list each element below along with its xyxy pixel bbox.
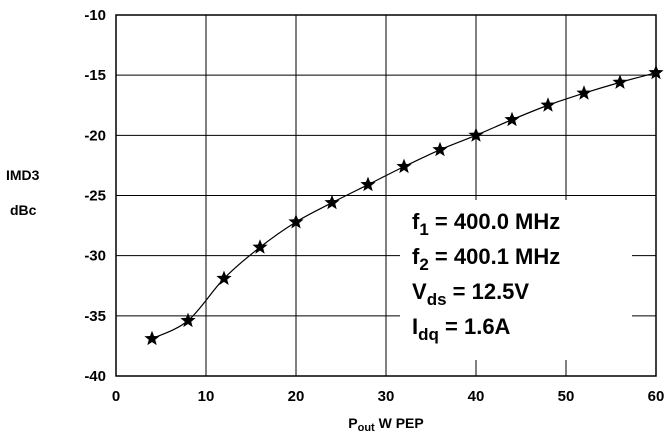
annotation-rest: = 400.1 MHz bbox=[429, 244, 560, 269]
annotation-rest: = 400.0 MHz bbox=[429, 209, 560, 234]
y-tick-label: -35 bbox=[84, 308, 106, 325]
x-axis-label: Pout W PEP bbox=[348, 415, 423, 434]
data-point bbox=[396, 158, 412, 174]
x-tick-label: 60 bbox=[648, 388, 665, 405]
y-tick-label: -10 bbox=[84, 7, 106, 24]
x-axis-label-sub: out bbox=[358, 422, 375, 434]
plot-frame bbox=[115, 14, 657, 377]
annotation-line: Idq = 1.6A bbox=[412, 314, 511, 344]
y-axis-label-line1: IMD3 bbox=[6, 167, 40, 183]
y-tick-label: -20 bbox=[84, 127, 106, 144]
x-tick-label: 0 bbox=[112, 388, 120, 405]
x-tick-label: 50 bbox=[558, 388, 575, 405]
annotation-subscript: ds bbox=[427, 290, 447, 309]
x-axis-label-rest: W PEP bbox=[375, 415, 424, 431]
data-point bbox=[576, 85, 592, 100]
y-tick-label: -15 bbox=[84, 67, 106, 84]
annotation-main: f bbox=[412, 209, 420, 234]
annotation-rest: = 1.6A bbox=[439, 314, 511, 339]
data-point bbox=[540, 97, 556, 112]
annotation-subscript: 1 bbox=[419, 220, 428, 239]
annotation-subscript: 2 bbox=[419, 255, 428, 274]
x-tick-label: 30 bbox=[378, 388, 395, 405]
data-point bbox=[432, 141, 448, 157]
x-tick-label: 40 bbox=[468, 388, 485, 405]
y-tick-label: -25 bbox=[84, 188, 106, 205]
x-axis-label-main: P bbox=[348, 415, 357, 431]
annotation-line: f1 = 400.0 MHz bbox=[412, 209, 560, 239]
tick-labels: 0 10 20 30 40 50 60 -10 -15 -20 -25 -30 -35 -40 bbox=[84, 7, 664, 405]
data-point bbox=[612, 74, 628, 89]
x-tick-label: 10 bbox=[198, 388, 215, 405]
annotation-line: Vds = 12.5V bbox=[412, 279, 529, 309]
data-point bbox=[468, 127, 484, 142]
data-point bbox=[504, 111, 520, 127]
y-tick-label: -30 bbox=[84, 248, 106, 265]
y-axis-label-line2: dBc bbox=[10, 202, 37, 218]
annotation-main: I bbox=[412, 314, 418, 339]
data-point bbox=[324, 194, 340, 210]
y-tick-label: -40 bbox=[84, 368, 106, 385]
data-point bbox=[180, 312, 196, 328]
data-point bbox=[216, 270, 232, 285]
annotation-subscript: dq bbox=[418, 325, 439, 344]
data-point bbox=[360, 176, 376, 192]
data-point bbox=[144, 330, 160, 346]
data-point bbox=[252, 239, 268, 254]
annotation-rest: = 12.5V bbox=[447, 279, 530, 304]
annotation-main: f bbox=[412, 244, 420, 269]
x-tick-label: 20 bbox=[288, 388, 305, 405]
annotation-line: f2 = 400.1 MHz bbox=[412, 244, 560, 274]
annotation-main: V bbox=[412, 279, 427, 304]
data-point bbox=[288, 213, 304, 229]
annotation-background bbox=[400, 200, 632, 360]
